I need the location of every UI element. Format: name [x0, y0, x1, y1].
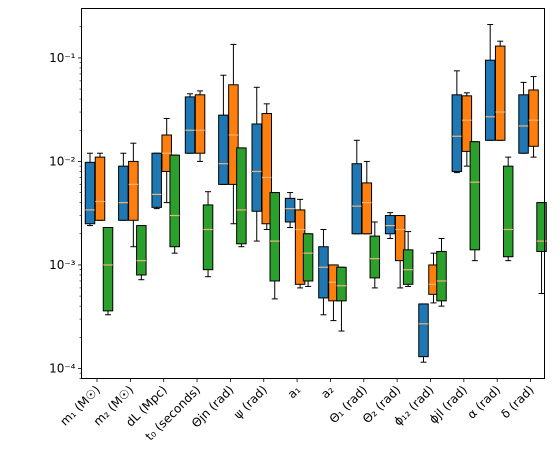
- box-4-series-1: [228, 43, 239, 225]
- box-body: [302, 233, 314, 282]
- x-tick-label: a₂: [318, 383, 337, 402]
- y-tick-label: 10⁻⁴: [49, 361, 76, 375]
- box-body: [94, 156, 106, 221]
- box-body: [361, 182, 373, 235]
- box-body: [284, 197, 296, 223]
- box-body: [528, 89, 539, 147]
- box-body: [236, 147, 247, 245]
- box-8-series-2: [369, 221, 381, 289]
- box-body: [202, 204, 214, 271]
- box-body: [169, 154, 180, 248]
- box-13-series-2: [536, 202, 547, 294]
- box-body: [469, 141, 481, 251]
- x-tick-label: α (rad): [464, 383, 503, 422]
- box-10-series-2: [436, 238, 447, 307]
- box-3-series-0: [184, 93, 196, 154]
- box-body: [128, 160, 139, 221]
- box-body: [461, 95, 473, 152]
- y-tick-label: 10⁻²: [49, 154, 76, 168]
- box-13-series-1: [528, 76, 539, 158]
- box-body: [369, 235, 381, 279]
- box-body: [136, 225, 147, 276]
- box-7-series-0: [318, 228, 329, 316]
- box-body: [218, 114, 229, 185]
- box-body: [336, 266, 347, 302]
- box-1-series-2: [136, 225, 147, 281]
- box-body: [251, 123, 262, 212]
- box-12-series-2: [502, 156, 514, 262]
- box-9-series-0: [384, 212, 396, 240]
- box-10-series-0: [418, 303, 429, 363]
- box-3-series-1: [194, 90, 206, 162]
- box-11-series-2: [469, 141, 481, 262]
- box-1-series-1: [128, 142, 139, 248]
- box-body: [494, 45, 506, 141]
- box-body: [502, 165, 514, 258]
- box-13-series-0: [518, 81, 529, 154]
- box-11-series-0: [451, 70, 463, 174]
- box-5-series-1: [261, 103, 272, 230]
- box-body: [84, 161, 96, 225]
- box-body: [194, 94, 206, 154]
- box-0-series-2: [102, 226, 114, 316]
- box-7-series-2: [336, 266, 347, 332]
- plot-frame: [81, 8, 545, 379]
- box-body: [436, 250, 447, 302]
- box-12-series-1: [494, 40, 506, 141]
- box-9-series-2: [402, 231, 414, 287]
- box-body: [484, 59, 496, 141]
- box-body: [518, 94, 529, 154]
- box-body: [394, 215, 406, 262]
- box-5-series-2: [269, 192, 280, 300]
- box-5-series-0: [251, 86, 262, 242]
- box-4-series-0: [218, 74, 229, 185]
- box-body: [351, 163, 363, 235]
- x-tick-label: a₁: [285, 383, 304, 402]
- x-axis: m₁ (M☉)m₂ (M☉)dL (Mpc)t₀ (seconds)Θjn (r…: [57, 378, 537, 443]
- box-12-series-0: [484, 24, 496, 141]
- x-tick-label: ψ (rad): [231, 383, 270, 422]
- box-6-series-2: [302, 233, 314, 287]
- box-0-series-1: [94, 152, 106, 221]
- y-tick-label: 10⁻¹: [49, 51, 76, 65]
- box-4-series-2: [236, 147, 247, 248]
- box-body: [269, 192, 280, 282]
- box-body: [318, 246, 329, 299]
- box-2-series-2: [169, 154, 180, 254]
- box-0-series-0: [84, 152, 96, 227]
- y-axis: 10⁻¹ 10⁻² 10⁻³ 10⁻⁴: [49, 26, 82, 379]
- box-8-series-0: [351, 139, 363, 235]
- box-body: [102, 226, 114, 312]
- box-body: [261, 113, 272, 225]
- box-body: [536, 202, 547, 252]
- box-body: [118, 165, 129, 221]
- box-6-series-0: [284, 192, 296, 228]
- box-8-series-1: [361, 160, 373, 235]
- box-body: [384, 215, 396, 235]
- x-tick-label: δ (rad): [498, 383, 536, 421]
- box-2-series-0: [151, 152, 162, 210]
- box-9-series-1: [394, 215, 406, 289]
- box-body: [402, 249, 414, 285]
- box-2-series-1: [161, 117, 172, 204]
- box-3-series-2: [202, 191, 214, 278]
- box-body: [418, 303, 429, 358]
- box-11-series-1: [461, 92, 473, 167]
- box-body: [451, 94, 463, 172]
- box-body: [184, 96, 196, 154]
- boxes-layer: [84, 24, 547, 363]
- box-body: [151, 152, 162, 208]
- y-tick-label: 10⁻³: [49, 258, 76, 272]
- box-1-series-0: [118, 152, 129, 221]
